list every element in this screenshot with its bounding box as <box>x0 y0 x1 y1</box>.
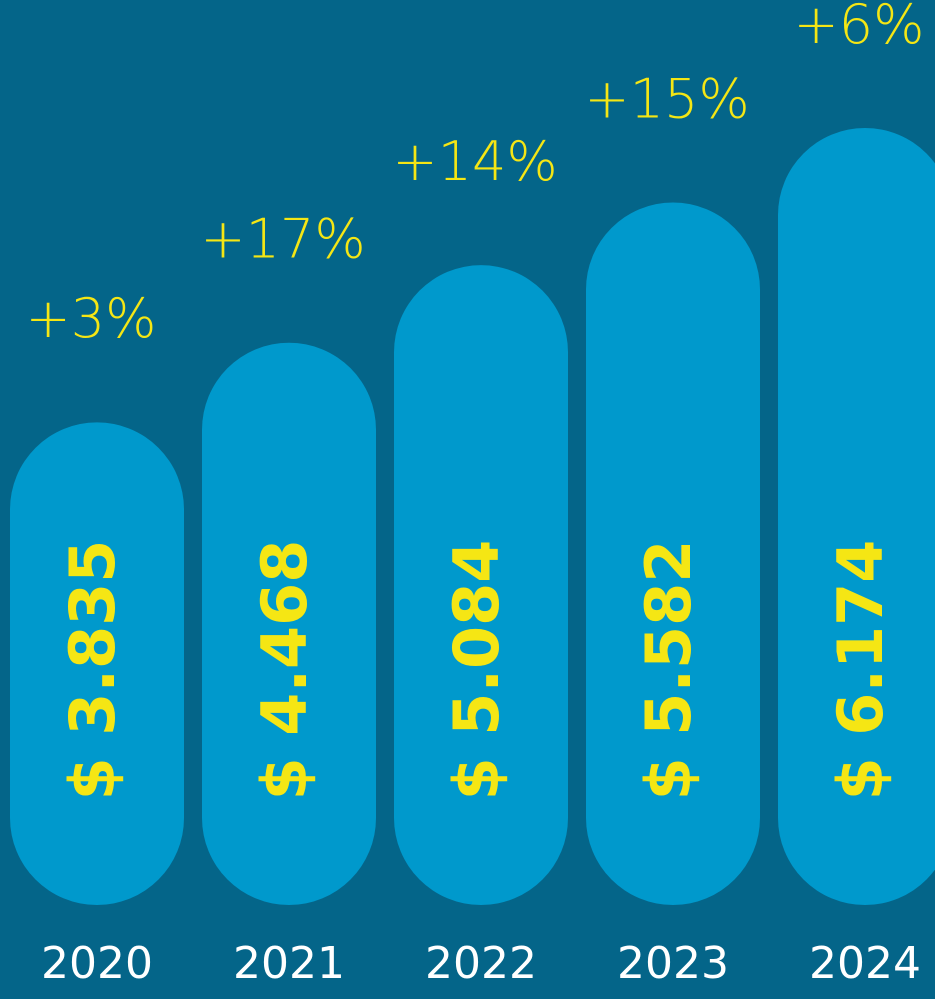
value-label: $ 3.835 <box>56 540 129 801</box>
change-label: +14% <box>392 130 557 193</box>
value-label: $ 6.174 <box>824 540 897 801</box>
value-label: $ 5.582 <box>632 540 705 801</box>
change-label: +6% <box>794 0 925 56</box>
x-tick-label: 2020 <box>41 938 153 989</box>
x-tick-label: 2021 <box>233 938 345 989</box>
bar <box>586 202 760 905</box>
change-label: +17% <box>200 207 365 270</box>
value-label: $ 4.468 <box>248 540 321 801</box>
bar <box>394 265 568 905</box>
value-label: $ 5.084 <box>440 540 513 801</box>
x-tick-label: 2023 <box>617 938 729 989</box>
x-tick-label: 2024 <box>809 938 921 989</box>
x-tick-label: 2022 <box>425 938 537 989</box>
change-label: +15% <box>584 67 749 130</box>
bar <box>202 342 376 905</box>
bar <box>10 422 184 905</box>
bar <box>778 128 935 905</box>
change-label: +3% <box>26 287 157 350</box>
